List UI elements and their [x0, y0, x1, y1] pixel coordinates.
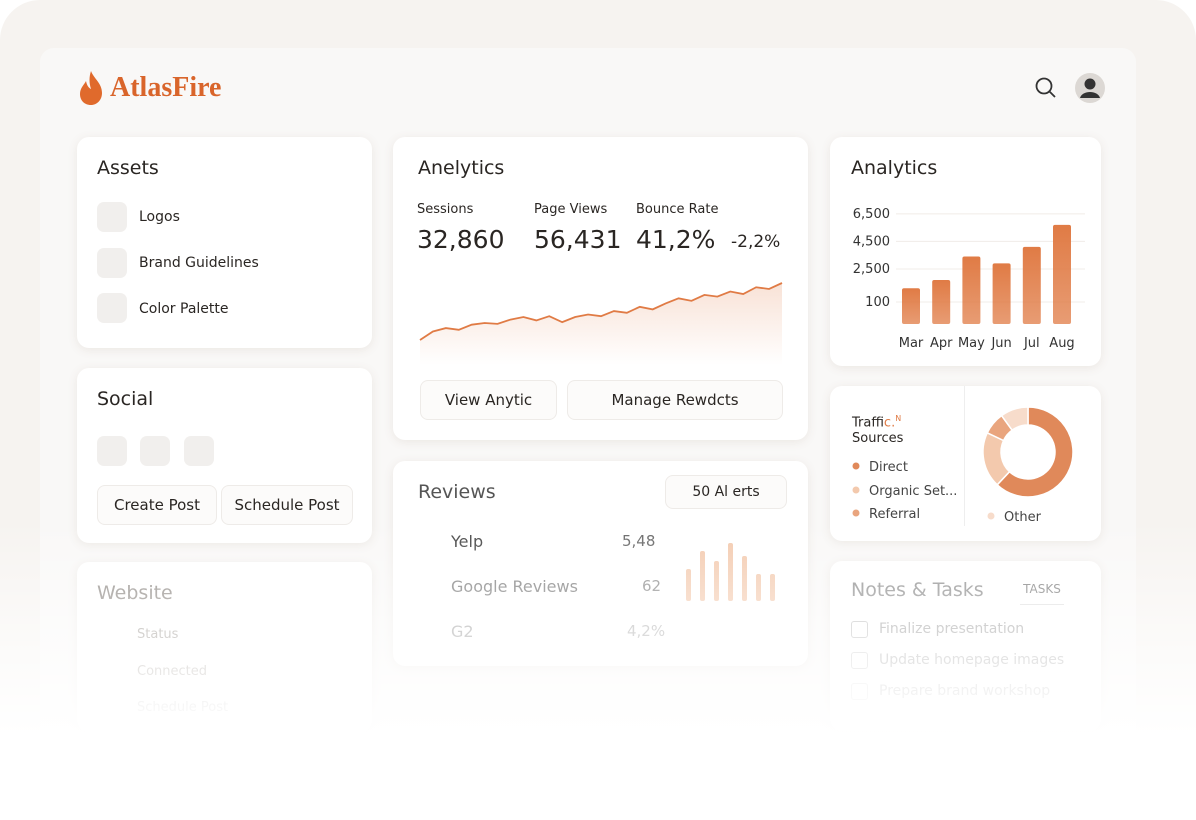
traffic-title: Sources [852, 431, 904, 446]
avatar[interactable] [1074, 72, 1106, 104]
y-tick-label: 2,500 [853, 262, 890, 277]
checkbox[interactable] [851, 683, 868, 700]
review-bar [700, 551, 705, 601]
twitter-icon[interactable] [97, 436, 127, 466]
analytics-card: Anelytics Sessions 32,860 Page Views 56,… [393, 137, 808, 440]
instagram-icon[interactable] [184, 436, 214, 466]
social-card: Social Create Post Schedule Post [77, 368, 372, 543]
button[interactable]: Manage Rewdcts [567, 380, 783, 420]
review-bar [742, 556, 747, 601]
donut-slice [982, 431, 1011, 486]
card-title: Assets [97, 157, 159, 179]
reviews-card: Reviews 50 Al erts Yelp 5,48 Google Revi… [393, 461, 808, 666]
website-item[interactable]: Schedule Post [137, 700, 229, 715]
title-part: N [895, 414, 902, 423]
x-tick-label: Mar [899, 336, 924, 351]
bar [1022, 246, 1041, 324]
bar [1053, 224, 1071, 324]
donut-slice [996, 406, 1074, 498]
metric-value: 56,431 [534, 225, 622, 254]
divider [964, 386, 965, 526]
bar-chart: 6,500 4,500 2,500 100 Mar Apr May Jun Jul Aug [853, 207, 1085, 351]
donut-chart: Direct Organic Set... Referral Other [852, 406, 1074, 525]
review-bar [686, 569, 691, 601]
y-tick-label: 6,500 [853, 207, 890, 222]
y-tick-label: 100 [865, 295, 890, 310]
legend-dot [852, 462, 860, 470]
x-tick-label: Aug [1049, 336, 1074, 351]
sparkline [419, 282, 783, 341]
bar [902, 288, 920, 324]
legend-dot [852, 486, 860, 494]
title-part: Traf [852, 415, 884, 431]
x-tick-label: May [958, 336, 985, 351]
metric-change: -2,2% [731, 232, 781, 252]
metric-value: 32,860 [417, 225, 505, 254]
asset-item[interactable]: Color Palette [139, 301, 229, 317]
review-bar [756, 574, 761, 601]
metric-label: Bounce Rate [636, 202, 719, 217]
legend-dot [852, 509, 860, 517]
x-tick-label: Apr [930, 336, 953, 351]
review-bar [714, 561, 719, 601]
tab[interactable]: TASKS [1020, 582, 1064, 605]
card-title: Website [97, 582, 173, 604]
legend-dot [987, 512, 995, 520]
legend-label: Organic Set... [869, 484, 957, 499]
file-icon [97, 248, 127, 278]
metric-value: 41,2% [636, 225, 716, 254]
y-tick-label: 4,500 [853, 234, 890, 249]
review-bar [728, 543, 733, 601]
legend-label: Other [1004, 510, 1042, 525]
card-title: Reviews [418, 481, 496, 503]
x-tick-label: Jul [1023, 336, 1040, 351]
button[interactable]: Create Post [97, 485, 217, 525]
asset-item[interactable]: Logos [139, 209, 180, 225]
checkbox[interactable] [851, 621, 868, 638]
task[interactable]: Prepare brand workshop [879, 683, 1051, 699]
button[interactable]: View Anytic [420, 380, 557, 420]
website-card: Website Status Connected Schedule Post [77, 562, 372, 732]
sparkline-area [420, 283, 782, 365]
button[interactable]: Schedule Post [221, 485, 353, 525]
bar [932, 279, 951, 324]
metric-label: Page Views [534, 202, 608, 217]
bar [992, 263, 1011, 324]
review-bar [770, 574, 775, 601]
sparkline-chart [419, 282, 783, 365]
website-item[interactable]: Status [137, 627, 179, 642]
task[interactable]: Update homepage images [879, 652, 1065, 668]
bar-chart-card: Analytics 6,500 4,500 2,500 100 Mar Apr May Jun… [830, 137, 1101, 366]
legend-label: Direct [869, 460, 908, 475]
traffic-card: Traffic.N Sources Direct Organic Set... Re… [830, 386, 1101, 541]
bar [962, 256, 981, 324]
card-title: Notes & Tasks [851, 579, 984, 601]
task[interactable]: Finalize presentation [879, 621, 1025, 637]
file-icon [97, 293, 127, 323]
alerts-button[interactable]: 50 Al erts [665, 475, 787, 509]
website-item[interactable]: Connected [137, 664, 208, 679]
brand: AtlasFire [110, 72, 222, 103]
title-part: fic. [883, 415, 896, 431]
card-title: Anelytics [418, 157, 505, 179]
assets-card: Assets Logos Brand Guidelines Color Pale… [77, 137, 372, 348]
file-icon [97, 202, 127, 232]
review-bars [686, 543, 775, 601]
legend-label: Referral [869, 507, 920, 522]
search-icon[interactable] [1034, 76, 1058, 100]
traffic-title: Traffic.N [852, 414, 901, 430]
facebook-icon[interactable] [140, 436, 170, 466]
card-title: Social [97, 388, 154, 410]
chart-title: Analytics [851, 157, 938, 179]
metric-label: Sessions [417, 202, 474, 217]
x-tick-label: Jun [990, 336, 1011, 351]
asset-item[interactable]: Brand Guidelines [139, 255, 259, 271]
notes-card: Notes & Tasks TASKS Finalize presentatio… [830, 561, 1101, 731]
checkbox[interactable] [851, 652, 868, 669]
logo-icon [80, 71, 102, 105]
donut-slice [1000, 406, 1029, 432]
